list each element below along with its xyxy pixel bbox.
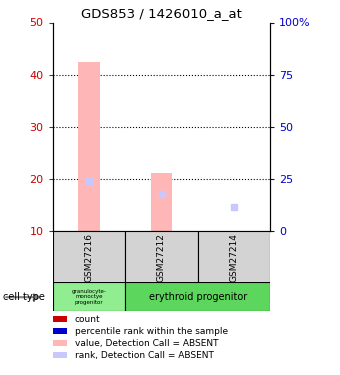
Bar — [125, 282, 270, 311]
Text: GSM27212: GSM27212 — [157, 233, 166, 282]
Text: rank, Detection Call = ABSENT: rank, Detection Call = ABSENT — [75, 351, 214, 360]
Bar — [53, 282, 125, 311]
Text: granulocyte-
monoctye
progenitor: granulocyte- monoctye progenitor — [71, 288, 106, 305]
Text: value, Detection Call = ABSENT: value, Detection Call = ABSENT — [75, 339, 218, 348]
Text: count: count — [75, 315, 100, 324]
Bar — [53, 231, 125, 283]
Bar — [78, 62, 100, 231]
Text: cell type: cell type — [3, 292, 45, 302]
Text: erythroid progenitor: erythroid progenitor — [149, 292, 247, 302]
Bar — [125, 231, 198, 283]
Text: percentile rank within the sample: percentile rank within the sample — [75, 327, 228, 336]
Bar — [151, 173, 172, 231]
Text: GSM27214: GSM27214 — [230, 233, 239, 282]
Title: GDS853 / 1426010_a_at: GDS853 / 1426010_a_at — [81, 7, 242, 20]
Bar — [198, 231, 270, 283]
Text: GSM27216: GSM27216 — [84, 233, 94, 282]
